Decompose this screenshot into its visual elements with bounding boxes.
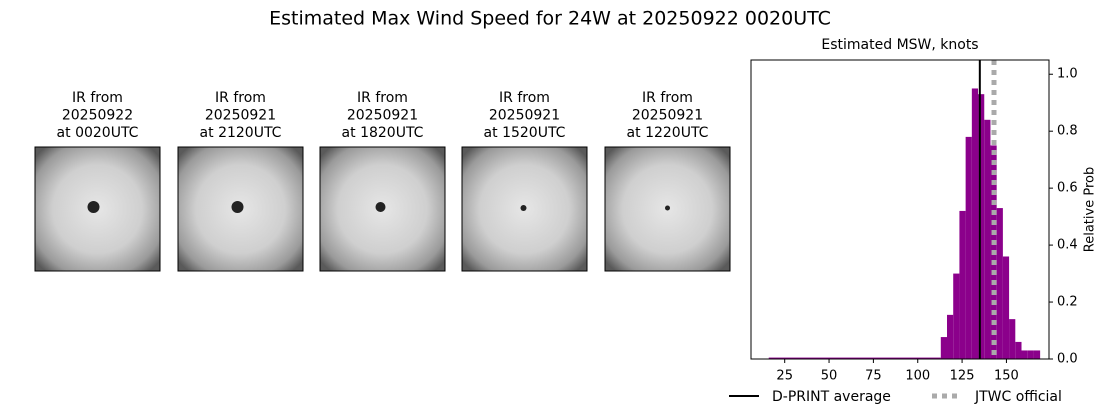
bar: [1021, 350, 1028, 359]
x-tick-label: 125: [950, 369, 975, 384]
bar: [768, 357, 941, 359]
y-tick-label: 0.6: [1057, 181, 1078, 196]
x-tick-label: 50: [821, 369, 838, 384]
bar: [940, 337, 948, 359]
bar: [978, 94, 985, 360]
bar: [1009, 319, 1016, 359]
x-tick-label: 100: [905, 369, 930, 384]
legend-label: D-PRINT average: [772, 389, 891, 405]
panel-caption: 20250921: [205, 108, 276, 124]
panel-caption: at 2120UTC: [200, 125, 282, 141]
histogram: Estimated MSW, knots D-PRINT average JTWC …: [729, 37, 1098, 405]
bar: [953, 273, 960, 359]
chart-title: Estimated MSW, knots: [821, 37, 978, 53]
panel-caption: IR from: [642, 90, 693, 106]
y-tick-label: 1.0: [1057, 67, 1078, 82]
storm-eye: [231, 201, 244, 213]
bar: [971, 88, 979, 359]
panel-caption: 20250921: [347, 108, 418, 124]
storm-eye: [520, 205, 527, 211]
panel-caption: 20250921: [489, 108, 560, 124]
y-axis-label: Relative Prob: [1083, 167, 1098, 252]
bar: [1027, 350, 1034, 359]
bar: [984, 119, 991, 359]
panel-caption: at 1820UTC: [342, 125, 424, 141]
panel-caption: 20250921: [632, 108, 703, 124]
bar: [959, 210, 966, 359]
panel-caption: IR from: [72, 90, 123, 106]
y-tick-label: 0.0: [1057, 352, 1078, 367]
x-tick-label: 150: [994, 369, 1019, 384]
panel-caption: at 1520UTC: [484, 125, 566, 141]
panel-caption: IR from: [357, 90, 408, 106]
bar: [947, 314, 954, 359]
storm-eye: [665, 205, 670, 211]
legend-label: JTWC official: [974, 389, 1062, 405]
y-tick-label: 0.2: [1057, 295, 1078, 310]
plot-frame: [750, 59, 1050, 360]
bar: [996, 208, 1003, 359]
bar: [1033, 350, 1041, 359]
storm-eye: [375, 202, 386, 212]
storm-eye: [87, 201, 100, 213]
bar: [1015, 341, 1022, 359]
panel-caption: at 0020UTC: [57, 125, 139, 141]
panel-caption: IR from: [215, 90, 266, 106]
y-tick-label: 0.4: [1057, 238, 1078, 253]
x-tick-label: 75: [865, 369, 882, 384]
panel-caption: 20250922: [62, 108, 133, 124]
y-tick-label: 0.8: [1057, 124, 1078, 139]
bar: [1002, 256, 1010, 359]
panel-caption: IR from: [499, 90, 550, 106]
figure-title: Estimated Max Wind Speed for 24W at 2025…: [269, 8, 831, 30]
x-tick-label: 25: [776, 369, 793, 384]
bar: [965, 136, 972, 359]
panel-caption: at 1220UTC: [627, 125, 709, 141]
